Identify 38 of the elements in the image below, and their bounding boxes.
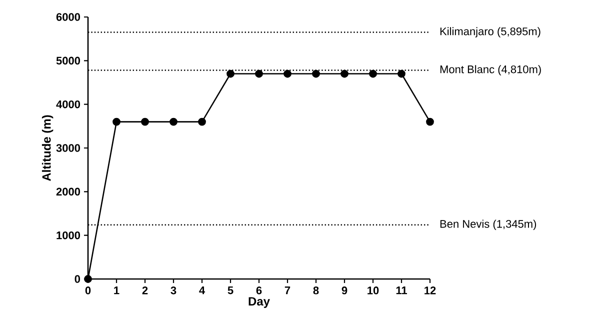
- ref-line-label: Ben Nevis (1,345m): [440, 220, 536, 230]
- y-tick-label: 0: [74, 275, 80, 283]
- x-tick-label: 1: [114, 286, 120, 294]
- y-tick-label: 5000: [56, 56, 80, 65]
- x-axis-title: Day: [248, 297, 270, 308]
- x-tick-label: 8: [313, 286, 319, 294]
- x-tick-label: 10: [368, 286, 379, 294]
- point: [226, 70, 234, 78]
- y-tick-label: 4000: [56, 100, 80, 108]
- x-tick-label: 4: [199, 286, 205, 294]
- x-tick-label: 3: [170, 286, 176, 294]
- x-tick-label: 7: [284, 286, 290, 294]
- x-tick-label: 6: [256, 286, 262, 294]
- point: [312, 70, 320, 78]
- point: [141, 118, 149, 126]
- x-tick-label: 5: [228, 286, 234, 294]
- point: [369, 70, 377, 78]
- point: [84, 275, 92, 283]
- y-tick-label: 3000: [56, 144, 80, 152]
- point: [426, 118, 434, 126]
- y-tick-label: 1000: [56, 231, 80, 240]
- y-axis-title: Altitude (m): [42, 115, 54, 182]
- y-tick-label: 6000: [56, 13, 80, 21]
- point: [198, 118, 206, 126]
- point: [170, 118, 178, 126]
- point: [255, 70, 263, 78]
- x-tick-label: 0: [85, 286, 91, 294]
- point: [284, 70, 292, 78]
- x-tick-label: 11: [396, 286, 407, 294]
- x-tick-label: 12: [424, 286, 436, 294]
- point: [398, 70, 406, 78]
- point: [112, 118, 120, 126]
- x-tick-label: 9: [342, 286, 348, 294]
- y-tick-label: 2000: [56, 188, 80, 196]
- point: [340, 70, 348, 78]
- ref-line-label: Kilimanjaro (5,895m): [440, 27, 540, 38]
- ref-line-label: Mont Blanc (4,810m): [440, 65, 541, 76]
- x-tick-label: 2: [142, 286, 148, 294]
